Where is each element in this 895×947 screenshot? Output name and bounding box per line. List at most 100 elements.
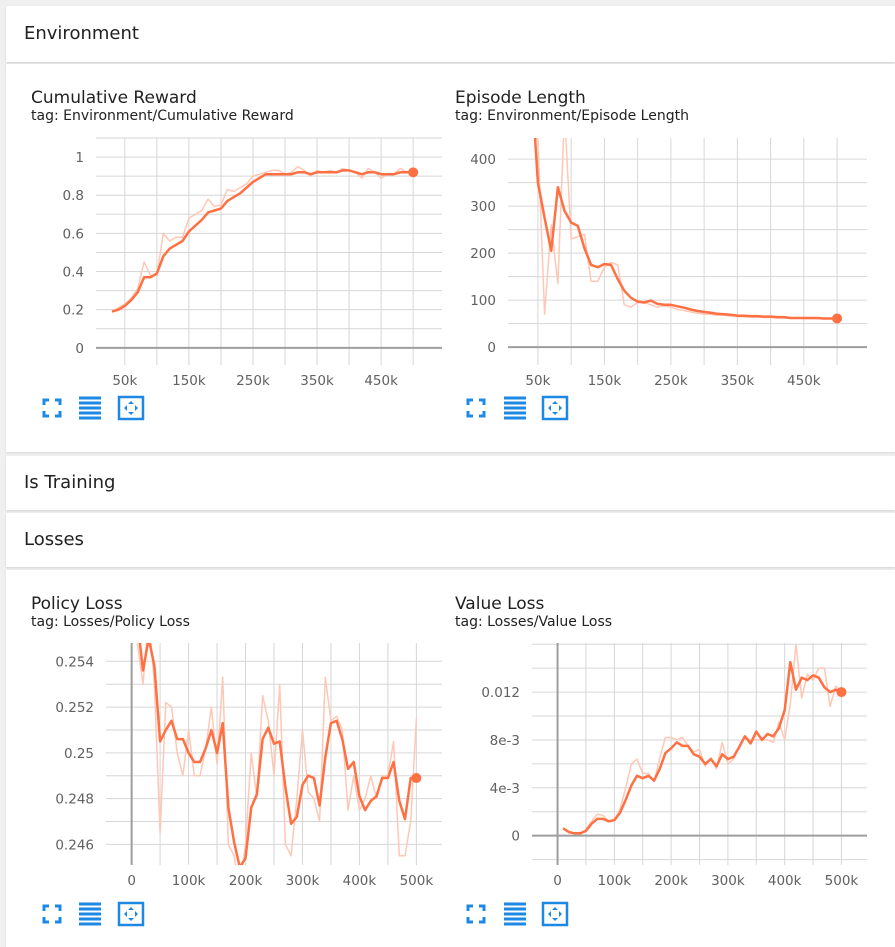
chart-tag: tag: Losses/Value Loss [455,614,613,630]
y-tick-label: 4e-3 [490,781,520,797]
chart-title: Cumulative Reward [31,88,197,108]
y-tick-label: 0.248 [55,792,94,808]
y-tick-label: 0.8 [63,188,84,204]
toggle-log-scale-icon [504,902,526,926]
x-tick-label: 0 [127,873,136,889]
x-tick-label: 400k [343,873,377,889]
fit-domain-button[interactable] [541,901,569,927]
chart-tag: tag: Losses/Policy Loss [31,614,190,630]
x-tick-label: 500k [400,873,434,889]
x-tick-label: 450k [364,373,398,389]
raw-series-line [111,165,414,313]
x-tick-label: 150k [588,373,622,389]
section-header-environment[interactable]: Environment [6,6,895,62]
y-tick-label: 0.012 [481,685,520,701]
x-tick-label: 350k [300,373,334,389]
section-header-is-training[interactable]: Is Training [6,456,895,510]
fit-to-screen-button[interactable] [463,395,489,421]
fit-domain-icon [117,395,145,421]
y-tick-label: 1 [75,150,84,166]
last-point-marker [832,313,843,324]
y-tick-label: 0.6 [63,226,84,242]
line-chart-episode-length[interactable]: 0 100 200 300 400 50k 150k 250k 350k 450k [445,138,887,389]
section-title: Is Training [24,472,116,493]
x-tick-label: 400k [768,873,802,889]
x-tick-label: 300k [286,873,320,889]
raw-series-line [536,138,838,320]
toggle-log-scale-button[interactable] [502,901,528,927]
grid [532,643,867,865]
x-tick-label: 350k [721,373,755,389]
fit-domain-icon [117,901,145,927]
toggle-log-scale-icon [79,396,101,420]
line-chart-policy-loss[interactable]: 0.246 0.248 0.25 0.252 0.254 0 100k 200k 300k 400… [0,643,442,893]
y-tick-label: 400 [470,152,496,168]
y-tick-label: 100 [470,293,496,309]
y-tick-label: 0.2 [63,303,84,319]
x-tick-label: 300k [711,873,745,889]
toggle-log-scale-button[interactable] [77,395,103,421]
fit-domain-button[interactable] [117,395,145,421]
fit-domain-button[interactable] [117,901,145,927]
y-tick-label: 0.25 [64,746,94,762]
fit-to-screen-icon [42,904,62,924]
chart-title: Episode Length [455,88,586,108]
smoothed-series-line [533,138,838,320]
x-tick-label: 500k [825,873,859,889]
series-group [533,138,838,320]
y-tick-label: 8e-3 [490,733,520,749]
fit-to-screen-button[interactable] [39,901,65,927]
smoothed-series-line [562,660,842,835]
fit-domain-icon [541,395,569,421]
x-tick-label: 200k [229,873,263,889]
x-tick-label: 250k [236,373,270,389]
smoothed-series-line [111,169,414,313]
smoothed-series-line [138,643,417,865]
x-tick-label: 100k [598,873,632,889]
y-tick-label: 0.4 [63,265,84,281]
section-header-losses[interactable]: Losses [6,513,895,567]
section-title: Environment [24,23,139,44]
y-tick-label: 0 [511,829,520,845]
toggle-log-scale-icon [79,902,101,926]
section-body-losses [6,570,895,947]
chart-title: Value Loss [455,594,545,614]
x-tick-label: 0 [553,873,562,889]
y-tick-label: 0 [75,341,84,357]
x-tick-label: 200k [654,873,688,889]
last-point-marker [836,687,847,698]
raw-series-line [562,643,842,835]
y-tick-label: 0.252 [55,700,94,716]
y-tick-label: 200 [470,246,496,262]
chart-tag: tag: Environment/Cumulative Reward [31,108,294,124]
x-tick-label: 100k [172,873,206,889]
y-tick-label: 0.246 [55,837,94,853]
toggle-log-scale-icon [504,396,526,420]
y-tick-label: 300 [470,199,496,215]
x-tick-label: 50k [525,373,550,389]
last-point-marker [411,773,422,784]
fit-domain-button[interactable] [541,395,569,421]
x-tick-label: 250k [654,373,688,389]
line-chart-value-loss[interactable]: 0 4e-3 8e-3 0.012 0 100k 200k 300k 400k 500k [445,643,887,893]
series-group [111,165,414,313]
fit-to-screen-icon [466,398,486,418]
toggle-log-scale-button[interactable] [502,395,528,421]
chart-tag: tag: Environment/Episode Length [455,108,689,124]
last-point-marker [408,167,419,178]
series-group [136,643,418,865]
fit-to-screen-button[interactable] [39,395,65,421]
y-tick-label: 0.254 [55,654,94,670]
raw-series-line [136,643,418,865]
fit-domain-icon [541,901,569,927]
section-body-environment [6,64,895,452]
toggle-log-scale-button[interactable] [77,901,103,927]
fit-to-screen-icon [466,904,486,924]
y-tick-label: 0 [487,340,496,356]
fit-to-screen-button[interactable] [463,901,489,927]
x-tick-label: 50k [112,373,137,389]
chart-title: Policy Loss [31,594,123,614]
x-tick-label: 450k [787,373,821,389]
series-group [562,643,842,835]
